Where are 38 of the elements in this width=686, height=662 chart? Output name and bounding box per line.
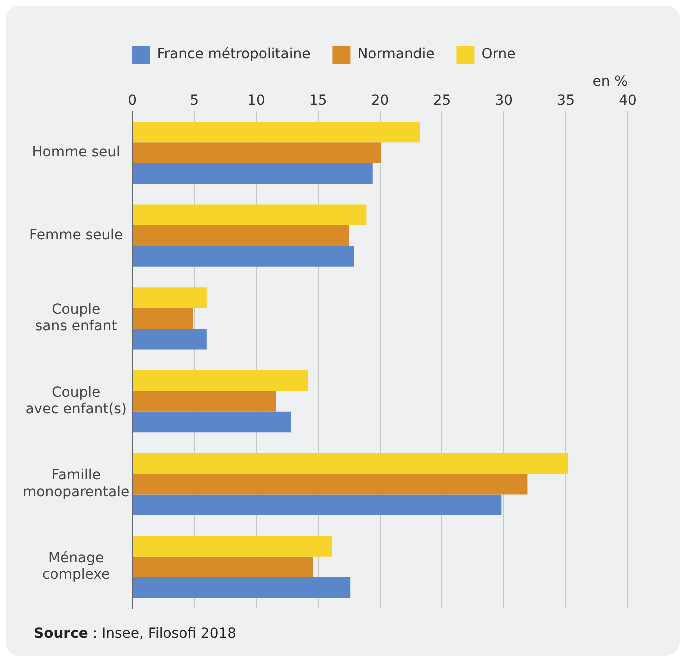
x-tick-label: 30	[495, 92, 514, 109]
x-tick-label: 10	[248, 92, 266, 109]
bar	[133, 412, 292, 433]
bar	[133, 225, 350, 246]
bar	[133, 453, 569, 474]
y-tick-label: Ménage complexe	[42, 550, 110, 584]
bar	[133, 122, 420, 143]
bar	[133, 556, 314, 578]
x-tick-label: 20	[371, 92, 390, 109]
bar	[133, 494, 502, 516]
bar	[133, 474, 528, 495]
x-axis-title: en %	[592, 74, 628, 90]
bar	[133, 163, 373, 184]
bar	[133, 391, 276, 412]
y-tick-label: Famille monoparentale	[22, 468, 130, 500]
bar	[133, 370, 308, 392]
x-tick-label: 40	[619, 92, 637, 109]
x-tick-label: 35	[557, 92, 575, 109]
bar	[133, 288, 207, 308]
bar	[133, 246, 354, 267]
y-tick-label: Couple avec enfant(s)	[26, 384, 127, 418]
y-tick-label: Femme seule	[30, 227, 124, 244]
legend-label: Orne	[482, 46, 516, 63]
bar	[133, 578, 351, 598]
bar	[133, 329, 207, 350]
bar	[133, 142, 382, 164]
bar	[133, 308, 194, 330]
bar	[133, 536, 332, 557]
y-tick-label: Homme seul	[32, 144, 120, 161]
legend-label: France métropolitaine	[157, 46, 311, 63]
x-tick-label: 5	[190, 92, 199, 109]
source-note: Source : Insee, Filosofi 2018	[34, 626, 237, 642]
x-tick-label: 25	[433, 92, 452, 109]
y-tick-label: Couple sans enfant	[35, 302, 118, 335]
legend-label: Normandie	[358, 46, 435, 63]
x-tick-label: 0	[128, 92, 138, 109]
x-tick-label: 15	[309, 92, 328, 109]
bar	[133, 204, 367, 226]
